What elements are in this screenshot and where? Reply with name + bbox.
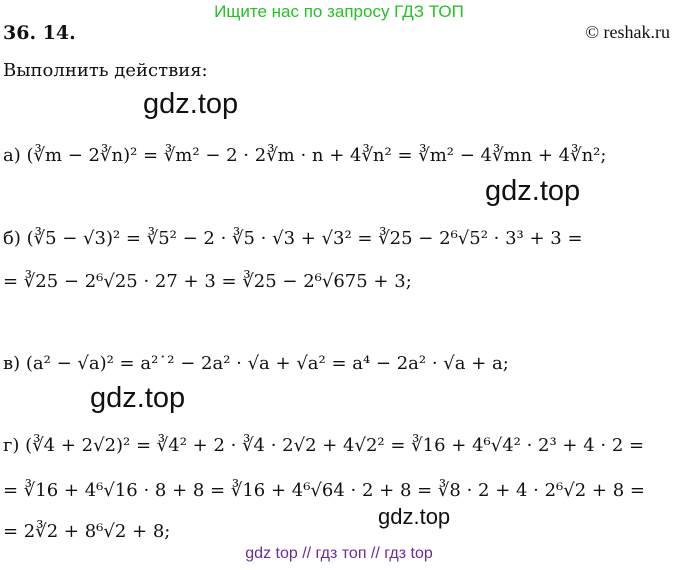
- solution-line-v: в) (a² − √a)² = a²˙² − 2a² · √a + √a² = …: [3, 353, 509, 374]
- exercise-number: 36. 14.: [3, 22, 76, 44]
- solution-line-b: б) (∛5 − √3)² = ∛5² − 2 · ∛5 · √3 + √3² …: [3, 228, 583, 249]
- site-credit: © reshak.ru: [585, 22, 670, 42]
- task-statement: Выполнить действия:: [3, 60, 208, 81]
- watermark: gdz.top: [378, 504, 451, 529]
- watermark: gdz.top: [485, 175, 581, 207]
- watermark: gdz.top: [90, 382, 186, 414]
- watermark: gdz.top: [143, 88, 239, 120]
- solution-line-a: а) (∛m − 2∛n)² = ∛m² − 2 · 2∛m · n + 4∛n…: [3, 145, 607, 166]
- solution-line-g: г) (∛4 + 2√2)² = ∛4² + 2 · ∛4 · 2√2 + 4√…: [3, 435, 645, 456]
- footer-watermark: gdz top // гдз топ // гдз top: [245, 545, 433, 562]
- solution-line-b-cont: = ∛25 − 2⁶√25 · 27 + 3 = ∛25 − 2⁶√675 + …: [3, 271, 412, 292]
- search-banner: Ищите нас по запросу ГДЗ ТОП: [214, 2, 464, 21]
- solution-line-g-cont2: = 2∛2 + 8⁶√2 + 8;: [3, 521, 171, 542]
- solution-line-g-cont1: = ∛16 + 4⁶√16 · 8 + 8 = ∛16 + 4⁶√64 · 2 …: [3, 480, 645, 501]
